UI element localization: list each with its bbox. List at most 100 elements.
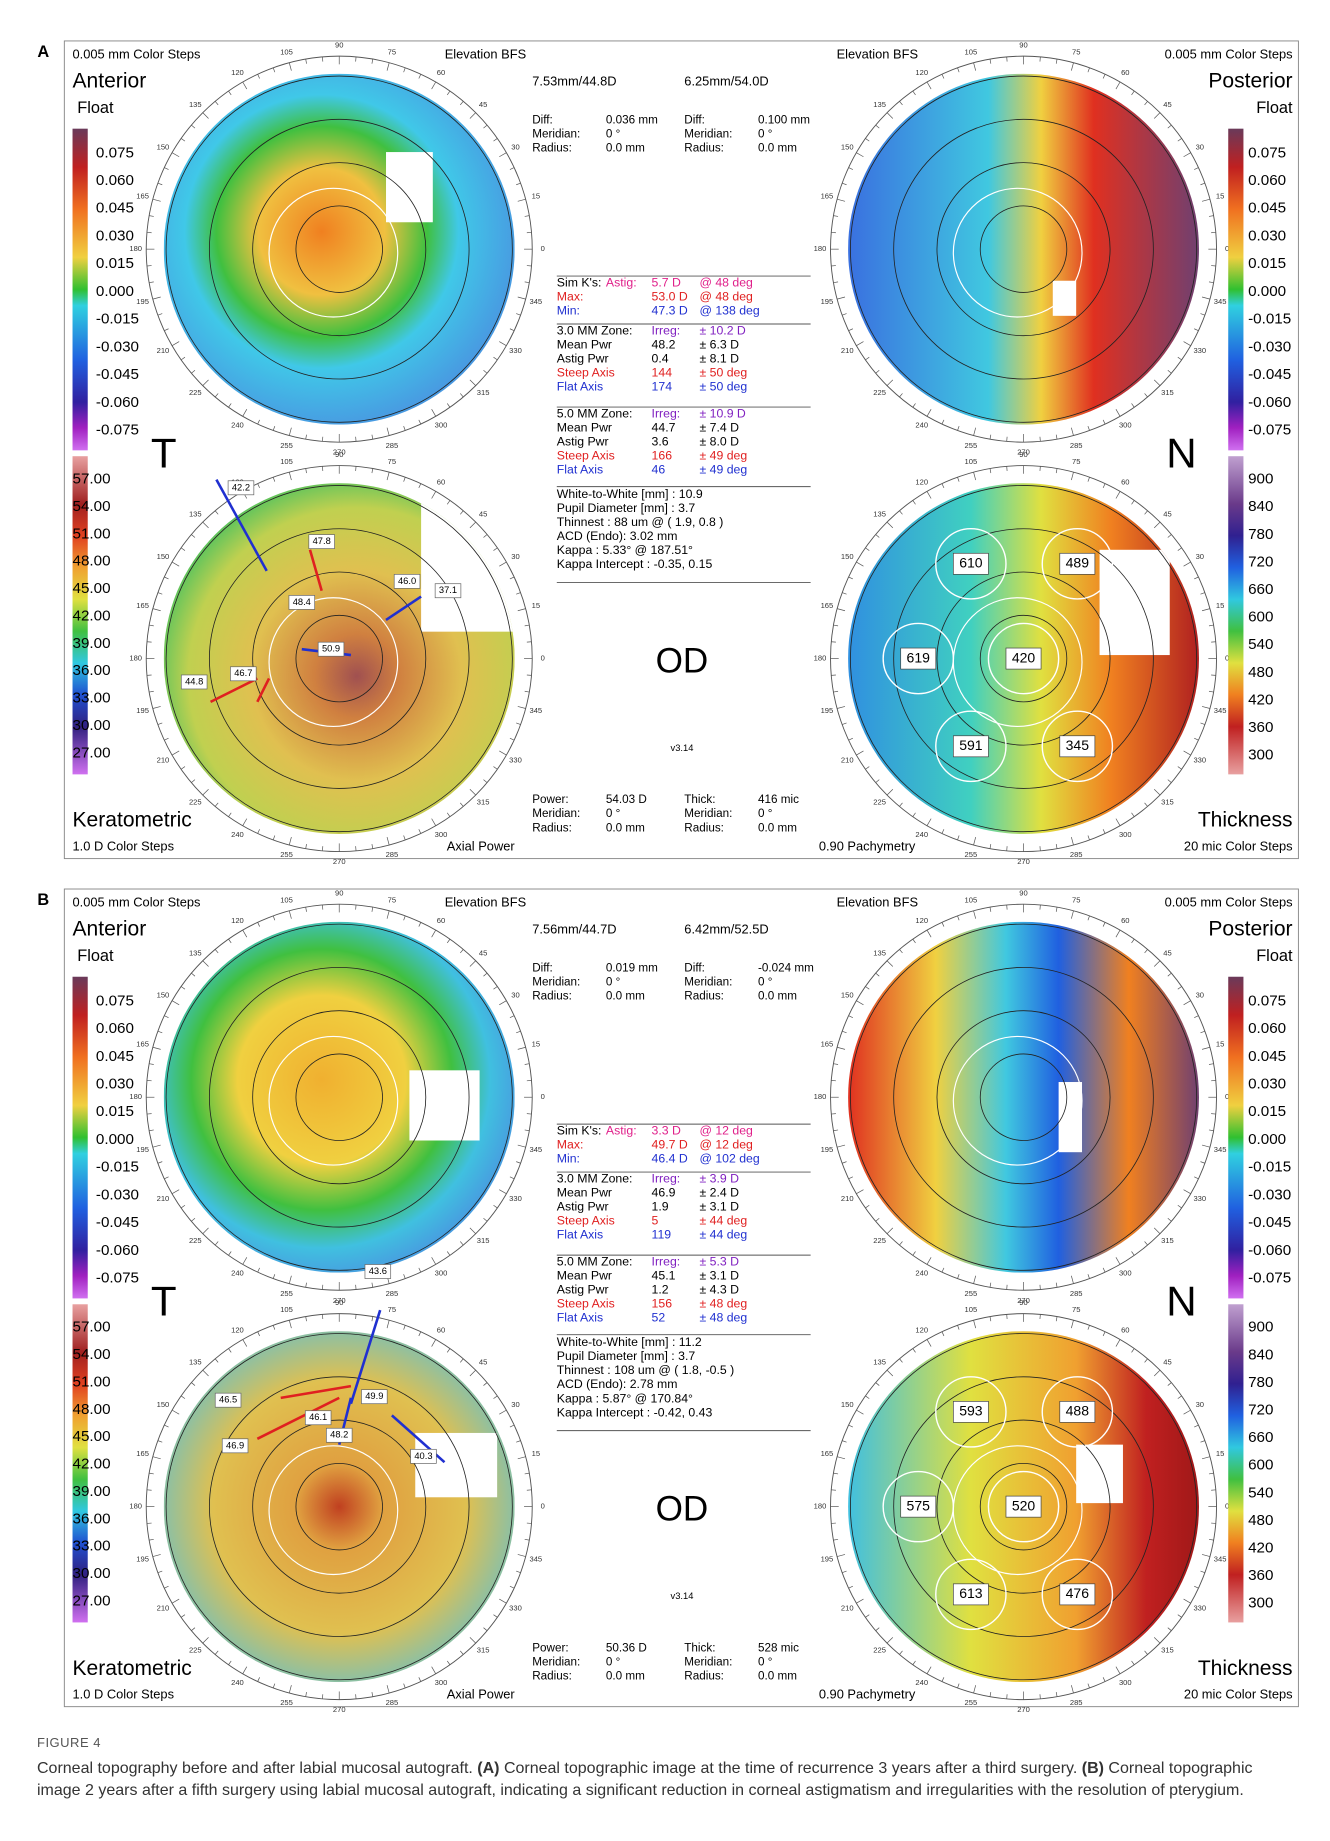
scale-label: -0.030 (96, 1186, 139, 1203)
dial-tick (842, 314, 846, 316)
dial-tick (432, 1257, 436, 1264)
map (164, 483, 515, 834)
info-value: 0.0 mm (758, 142, 797, 155)
dial-angle: 300 (435, 1678, 448, 1687)
thickness-label: 619 (907, 649, 931, 665)
dial-angle: 135 (189, 100, 202, 109)
dial-tick (510, 1586, 514, 1588)
dial-angle: 150 (841, 142, 854, 151)
dial-tick (404, 68, 406, 72)
dial-tick (1168, 125, 1172, 128)
dial-tick (1103, 74, 1105, 78)
dial-tick (404, 1274, 406, 1278)
dial-tick (942, 1677, 944, 1681)
dial-tick (974, 837, 976, 845)
dial-tick (164, 329, 168, 331)
dial-angle: 270 (333, 1705, 346, 1714)
scale-label: -0.075 (1248, 1270, 1291, 1287)
dial-tick (913, 1661, 916, 1665)
dial-tick (447, 1661, 450, 1665)
dial-tick (258, 829, 260, 833)
dial-tick (974, 1685, 976, 1693)
scale-label: 0.015 (96, 1103, 134, 1120)
dial-tick (191, 1218, 195, 1221)
dial-tick (958, 916, 960, 920)
dial-tick (1184, 342, 1191, 346)
panel-text: OD (656, 642, 709, 681)
dial-angle: 105 (280, 1305, 293, 1314)
dial-tick (837, 1145, 845, 1147)
dial-angle: 300 (1119, 830, 1132, 839)
zone-reading: Mean Pwr (557, 1268, 612, 1282)
panel-text: Elevation BFS (837, 894, 918, 909)
dial-tick (1088, 477, 1090, 481)
dial-angle: 60 (1121, 68, 1129, 77)
zone-reading: ± 49 deg (700, 448, 748, 462)
panel-text: v3.14 (671, 743, 694, 753)
panel-text: Keratometric (73, 809, 192, 832)
dial-tick (1209, 1130, 1214, 1131)
dial-tick (833, 691, 838, 692)
dial-tick (229, 1661, 232, 1665)
map-fill (848, 922, 1199, 1273)
dial-angle: 195 (821, 706, 834, 715)
dial-angle: 330 (509, 755, 522, 764)
k-reading: Sim K's: (557, 1123, 602, 1137)
k-reading: @ 138 deg (700, 303, 760, 317)
dial-angle: 150 (157, 1400, 170, 1409)
dial-tick (158, 1031, 162, 1033)
dial-tick (837, 1554, 845, 1556)
dial-tick (1056, 1692, 1057, 1697)
dial-tick (899, 1651, 902, 1655)
dial-tick (493, 548, 497, 551)
map-fill (848, 74, 1199, 425)
scale-label: -0.060 (1248, 1242, 1291, 1259)
caption-tag: (B) (1082, 1760, 1104, 1777)
dial-tick (432, 1339, 436, 1346)
zone-reading: 48.2 (652, 337, 676, 351)
dial-tick (432, 82, 436, 89)
dial-tick (493, 767, 497, 770)
dial-tick (470, 1637, 476, 1643)
zone-reading: ± 8.0 D (700, 434, 740, 448)
dial-tick (516, 1162, 520, 1164)
dial-angle: 195 (821, 1554, 834, 1563)
dial-tick (153, 706, 161, 708)
dial-tick (149, 691, 154, 692)
dial-tick (876, 125, 880, 128)
dial-tick (833, 282, 838, 283)
dial-tick (876, 535, 880, 538)
dial-angle: 120 (915, 1325, 928, 1334)
dial-tick (1178, 987, 1182, 990)
info-value: 0.036 mm (606, 114, 658, 127)
k-reading: Astig: (606, 1123, 637, 1137)
dial-tick (1056, 59, 1057, 64)
dial-angle: 150 (841, 552, 854, 561)
scale-label: 45.00 (73, 1428, 111, 1445)
dial-angle: 345 (529, 1554, 542, 1563)
dial-tick (289, 472, 291, 480)
dial-tick (525, 282, 530, 283)
scale-label: 660 (1248, 581, 1273, 598)
info-line: ACD (Endo): 3.02 mm (557, 529, 678, 543)
dial-angle: 210 (841, 346, 854, 355)
dial-tick (1056, 1317, 1057, 1322)
dial-tick (158, 1441, 162, 1443)
dial-tick (203, 1637, 209, 1643)
dial-angle: 90 (1019, 1298, 1027, 1307)
dial-tick (181, 548, 185, 551)
zone-reading: ± 48 deg (700, 1297, 748, 1311)
dial-tick (460, 101, 463, 105)
scale-label: 48.00 (73, 553, 111, 570)
dial-angle: 0 (541, 654, 545, 663)
kerato-label: 46.5 (219, 1395, 237, 1405)
dial-tick (404, 1325, 406, 1329)
dial-angle: 120 (231, 68, 244, 77)
panel-text: N (1166, 1277, 1196, 1324)
dial-tick (181, 1396, 185, 1399)
scale-label: 0.015 (96, 255, 134, 272)
scale-label: 0.030 (1248, 1075, 1286, 1092)
dial-tick (483, 1383, 487, 1386)
dial-tick (1056, 468, 1057, 473)
dial-tick (432, 491, 436, 498)
